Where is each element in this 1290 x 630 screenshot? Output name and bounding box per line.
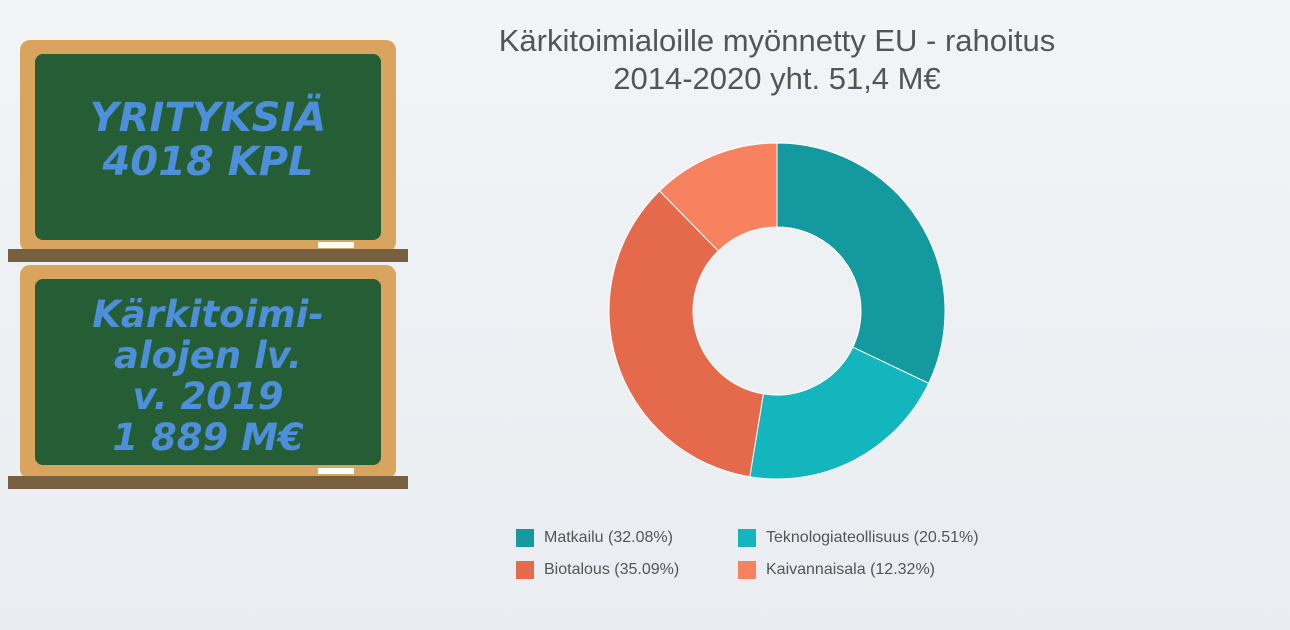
- legend-label: Matkailu (32.08%): [544, 529, 673, 546]
- chalk-piece: [318, 242, 354, 248]
- legend-label: Kaivannaisala (12.32%): [766, 561, 935, 578]
- legend-label: Teknologiateollisuus (20.51%): [766, 529, 979, 546]
- donut-slice: [608, 190, 764, 478]
- board-text: v. 2019: [132, 375, 283, 418]
- donut-slice: [658, 142, 778, 252]
- donut-slice: [749, 346, 930, 480]
- board-text: 4018 KPL: [101, 139, 313, 185]
- board-ledge: [8, 476, 408, 489]
- board-text: Kärkitoimi-: [92, 293, 324, 336]
- legend-swatch: [516, 561, 534, 579]
- board-text: YRITYKSIÄ: [90, 93, 327, 141]
- donut-slice: [776, 142, 946, 384]
- chart-title: Kärkitoimialoille myönnetty EU - rahoitu…: [498, 23, 1056, 96]
- legend-label: Biotalous (35.09%): [544, 561, 679, 578]
- board-text: 1 889 M€: [112, 416, 304, 459]
- board-text: alojen lv.: [114, 334, 302, 377]
- board: [35, 54, 381, 240]
- board-ledge: [8, 249, 408, 262]
- legend-swatch: [738, 529, 756, 547]
- legend-swatch: [738, 561, 756, 579]
- chalk-piece: [318, 468, 354, 474]
- board: [35, 279, 381, 465]
- legend-swatch: [516, 529, 534, 547]
